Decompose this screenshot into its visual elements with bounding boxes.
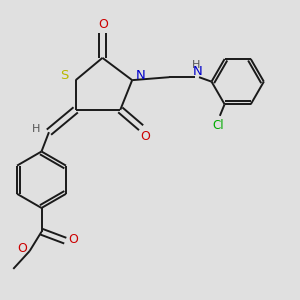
- Text: O: O: [17, 242, 27, 255]
- Text: N: N: [193, 65, 202, 78]
- Text: O: O: [141, 130, 151, 142]
- Text: O: O: [98, 18, 108, 31]
- Text: Cl: Cl: [212, 119, 224, 132]
- Text: S: S: [60, 69, 69, 82]
- Text: H: H: [32, 124, 40, 134]
- Text: O: O: [68, 233, 78, 246]
- Text: N: N: [136, 69, 146, 82]
- Text: H: H: [192, 60, 200, 70]
